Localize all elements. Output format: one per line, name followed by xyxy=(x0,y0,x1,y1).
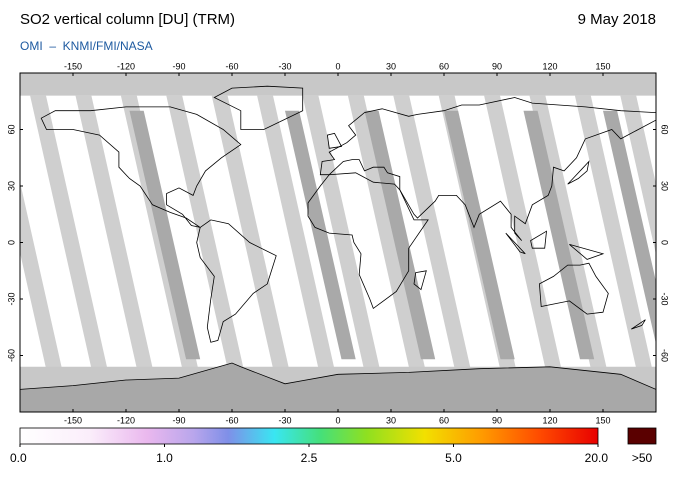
antarctica xyxy=(20,362,656,412)
orbit-gap xyxy=(393,95,471,371)
lon-tick-label-top: -150 xyxy=(64,61,82,71)
lat-tick-label-left: 30 xyxy=(6,181,16,191)
lon-tick-label-bottom: -60 xyxy=(225,415,238,425)
orbit-gap xyxy=(257,95,335,371)
colorbar-label: 0.0 xyxy=(10,451,27,465)
lon-tick-label-top: -120 xyxy=(117,61,135,71)
orbit-gap xyxy=(574,95,653,371)
colorbar-label: 5.0 xyxy=(445,451,462,465)
lon-tick-label-top: 60 xyxy=(439,61,449,71)
dark-swath xyxy=(129,110,201,360)
lat-tick-label-right: -30 xyxy=(660,292,670,305)
dark-swath xyxy=(285,110,356,360)
lon-tick-label-bottom: -120 xyxy=(117,415,135,425)
lon-tick-label-top: -60 xyxy=(225,61,238,71)
lon-tick-label-bottom: 90 xyxy=(492,415,502,425)
lon-tick-label-top: 90 xyxy=(492,61,502,71)
lat-tick-label-left: 0 xyxy=(6,240,16,245)
lon-tick-label-bottom: 60 xyxy=(439,415,449,425)
lon-tick-label-top: 150 xyxy=(595,61,610,71)
orbit-gap xyxy=(20,181,63,371)
orbit-gap xyxy=(620,95,656,255)
coastline xyxy=(319,97,656,241)
orbit-gap xyxy=(75,95,154,371)
lon-tick-label-bottom: 0 xyxy=(335,415,340,425)
lat-tick-label-right: 0 xyxy=(660,240,670,245)
orbit-gap xyxy=(347,95,426,371)
lat-tick-label-right: 30 xyxy=(660,181,670,191)
lat-tick-label-right: 60 xyxy=(660,124,670,134)
orbit-gap xyxy=(0,96,17,371)
lon-tick-label-bottom: -30 xyxy=(278,415,291,425)
coastline xyxy=(530,230,547,249)
arctic-band xyxy=(20,73,656,96)
coastline xyxy=(569,244,605,260)
colorbar xyxy=(19,427,599,445)
coastline xyxy=(40,106,242,228)
lat-tick-label-left: -60 xyxy=(6,349,16,362)
lon-tick-label-bottom: 150 xyxy=(595,415,610,425)
lat-tick-label-left: -30 xyxy=(6,292,16,305)
date: 9 May 2018 xyxy=(578,11,656,28)
colorbar-overflow xyxy=(627,427,657,445)
orbit-gap xyxy=(30,95,108,371)
orbit-gap xyxy=(484,95,562,371)
lon-tick-label-top: 30 xyxy=(386,61,396,71)
coastline xyxy=(505,232,526,255)
lon-tick-label-top: -90 xyxy=(172,61,185,71)
orbit-gap xyxy=(211,95,290,371)
coastline xyxy=(307,172,429,310)
map xyxy=(0,73,676,412)
lon-tick-label-top: 120 xyxy=(542,61,557,71)
coastline xyxy=(213,85,304,130)
coastline xyxy=(326,132,343,149)
lon-tick-label-bottom: 30 xyxy=(386,415,396,425)
overflow-label: >50 xyxy=(632,451,653,465)
coastline xyxy=(196,219,277,343)
lon-tick-label-bottom: -150 xyxy=(64,415,82,425)
coastline xyxy=(567,160,590,185)
coastline xyxy=(413,270,427,291)
lon-tick-label-top: 0 xyxy=(335,61,340,71)
dark-swath xyxy=(364,110,436,360)
lon-tick-label-bottom: 120 xyxy=(542,415,557,425)
orbit-gap xyxy=(666,96,676,371)
dark-swath xyxy=(444,110,515,360)
lon-tick-label-bottom: -90 xyxy=(172,415,185,425)
colorbar-label: 20.0 xyxy=(585,451,609,465)
orbit-gap xyxy=(166,95,244,371)
coastline xyxy=(631,319,646,330)
source: OMI – KNMI/FMI/NASA xyxy=(20,39,153,53)
colorbar-label: 2.5 xyxy=(301,451,318,465)
lat-tick-label-right: -60 xyxy=(660,349,670,362)
dark-swath xyxy=(603,110,656,344)
dark-swath xyxy=(523,110,595,360)
title: SO2 vertical column [DU] (TRM) xyxy=(20,11,235,28)
colorbar-label: 1.0 xyxy=(156,451,173,465)
coastline xyxy=(538,262,609,315)
lat-tick-label-left: 60 xyxy=(6,124,16,134)
lon-tick-label-top: -30 xyxy=(278,61,291,71)
